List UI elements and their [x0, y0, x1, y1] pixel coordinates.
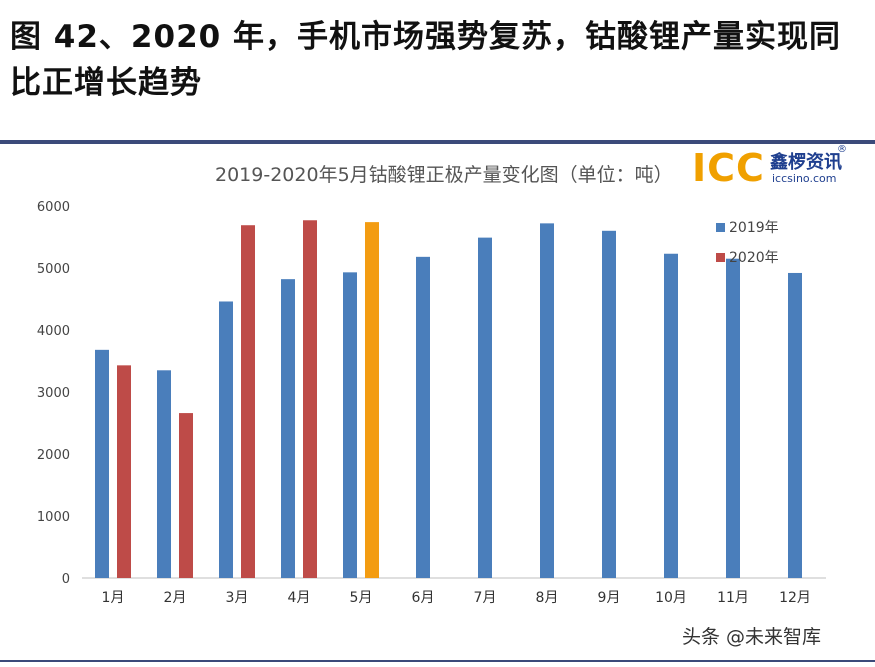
icc-logo: ICC 鑫椤资讯 iccsino.com ®	[692, 144, 852, 190]
bar-2019-8	[540, 223, 554, 579]
bottom-divider	[0, 660, 875, 662]
x-tick-label: 8月	[536, 590, 559, 606]
logo-company-name: 鑫椤资讯	[770, 152, 842, 173]
logo-registered-mark: ®	[837, 144, 847, 155]
legend-swatch-2020年	[716, 253, 725, 262]
bar-2019-2	[157, 370, 171, 578]
bar-2020-5	[365, 222, 379, 578]
logo-icc-text: ICC	[692, 146, 765, 190]
legend-swatch-2019年	[716, 223, 725, 232]
chart-title: 2019-2020年5月钴酸锂正极产量变化图（单位：吨）	[215, 164, 673, 186]
page-heading: 图 42、2020 年，手机市场强势复苏，钴酸锂产量实现同比正增长趋势	[10, 19, 842, 101]
bar-2019-11	[726, 258, 740, 578]
top-divider	[0, 140, 875, 144]
x-tick-label: 7月	[474, 590, 497, 606]
y-tick-label: 0	[62, 572, 70, 587]
y-tick-label: 6000	[37, 200, 70, 215]
legend-label: 2020年	[729, 250, 779, 266]
bar-2019-1	[95, 349, 109, 578]
bar-2019-7	[478, 237, 492, 578]
bar-chart: 0 1000 2000 3000 4000 5000 6000 1月 2月 3月 4月 5月 6月 7月 8…	[37, 200, 826, 606]
y-tick-label: 4000	[37, 324, 70, 339]
watermark: 头条 @未来智库	[682, 626, 822, 648]
bar-2019-3	[219, 301, 233, 578]
y-tick-label: 3000	[37, 386, 70, 401]
bar-2020-2	[179, 413, 193, 578]
x-tick-label: 2月	[164, 590, 187, 606]
x-tick-label: 12月	[779, 590, 811, 606]
x-tick-label: 11月	[717, 590, 749, 606]
bar-2019-10	[664, 253, 678, 579]
bar-2020-4	[303, 220, 317, 578]
x-tick-label: 5月	[350, 590, 373, 606]
bar-2020-3	[241, 225, 255, 578]
bar-2019-4	[281, 279, 295, 578]
bar-2019-6	[416, 256, 430, 578]
logo-url: iccsino.com	[772, 172, 837, 185]
bar-2019-12	[788, 272, 802, 578]
x-tick-label: 4月	[288, 590, 311, 606]
y-tick-label: 2000	[37, 448, 70, 463]
x-tick-label: 3月	[226, 590, 249, 606]
x-tick-label: 9月	[598, 590, 621, 606]
bar-2020-1	[117, 365, 131, 578]
bar-2019-9	[602, 230, 616, 579]
x-tick-label: 6月	[412, 590, 435, 606]
legend-label: 2019年	[729, 220, 779, 236]
x-tick-label: 10月	[655, 590, 687, 606]
y-tick-label: 5000	[37, 262, 70, 277]
bar-2019-5	[343, 272, 357, 578]
y-tick-label: 1000	[37, 510, 70, 525]
x-tick-label: 1月	[102, 590, 125, 606]
